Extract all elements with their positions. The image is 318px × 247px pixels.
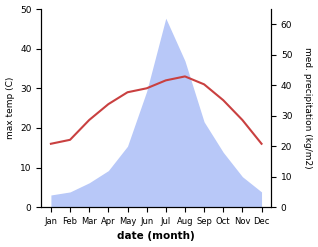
Y-axis label: max temp (C): max temp (C) (5, 77, 15, 139)
X-axis label: date (month): date (month) (117, 231, 195, 242)
Y-axis label: med. precipitation (kg/m2): med. precipitation (kg/m2) (303, 47, 313, 169)
